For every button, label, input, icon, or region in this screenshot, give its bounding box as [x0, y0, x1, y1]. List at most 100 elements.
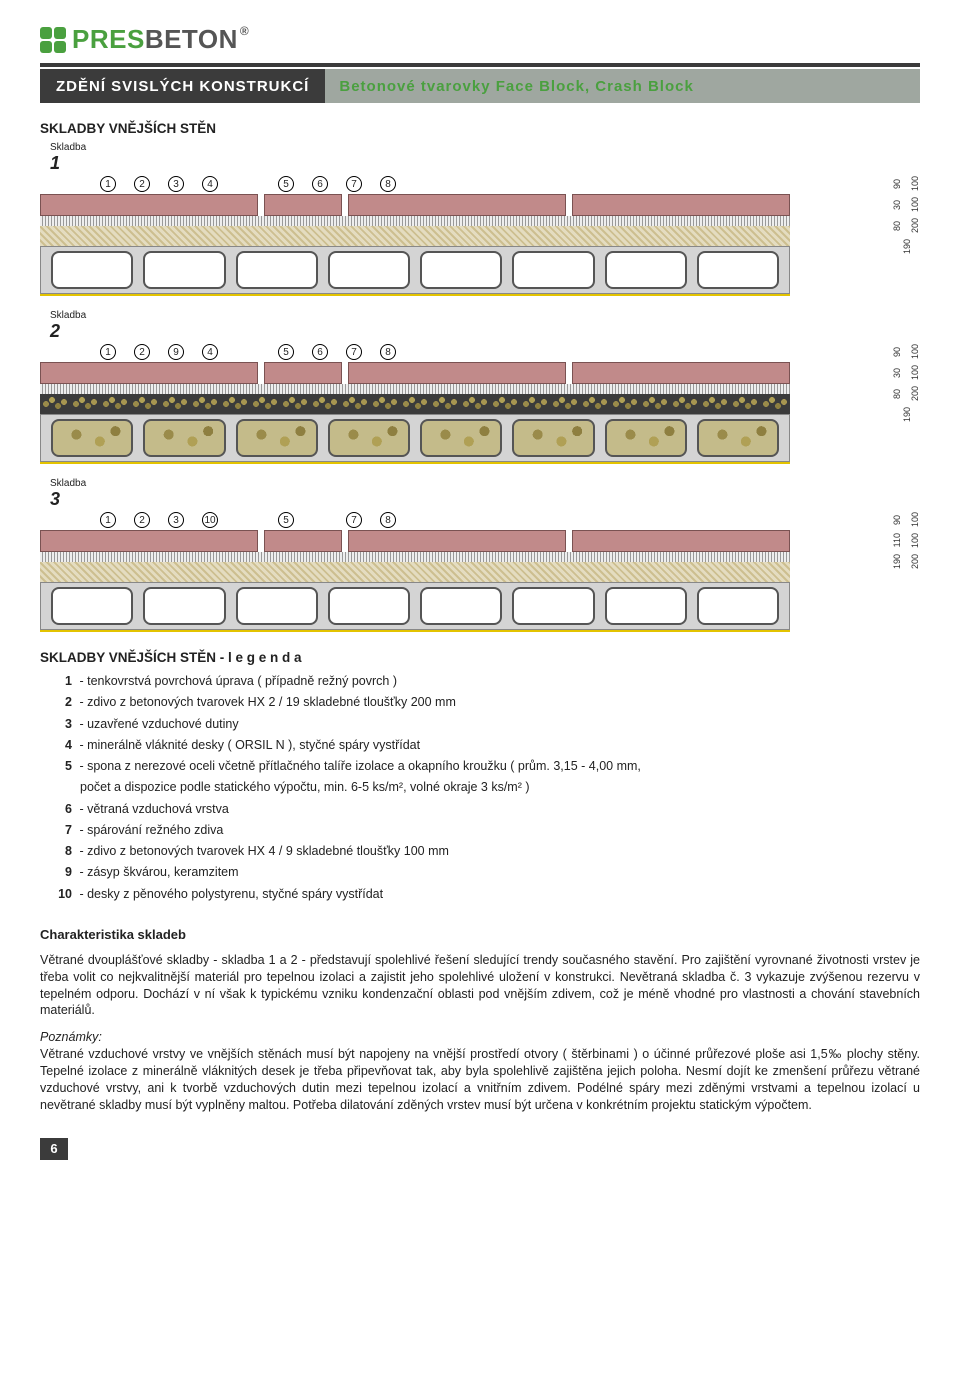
- dimension-column: 90100110100190200: [800, 512, 920, 632]
- legend-text: - větraná vzduchová vrstva: [76, 802, 229, 816]
- callout: 5: [278, 512, 294, 528]
- callout: 8: [380, 512, 396, 528]
- diagram-layer: [40, 246, 790, 294]
- title-bar: ZDĚNÍ SVISLÝCH KONSTRUKCÍ Betonové tvaro…: [40, 69, 920, 103]
- diagram-drawing: 1 2 9 4 5 6 7 8: [40, 344, 790, 464]
- diagram: Skladba112345678901003010080200190: [40, 142, 920, 296]
- callout: 4: [202, 344, 218, 360]
- callout: 9: [168, 344, 184, 360]
- dim-value: 200: [910, 554, 920, 569]
- callout: 3: [168, 176, 184, 192]
- notes-para: Větrané vzduchové vrstvy ve vnějších stě…: [40, 1047, 920, 1112]
- callout: 7: [346, 344, 362, 360]
- diagram-drawing: 12310578: [40, 512, 790, 632]
- callout: 10: [202, 512, 218, 528]
- page-number: 6: [40, 1138, 68, 1160]
- callout: 6: [312, 344, 328, 360]
- callout: 1: [100, 176, 116, 192]
- divider-bar: [40, 63, 920, 67]
- callouts-row: 1 2 9 4 5 6 7 8: [40, 344, 790, 362]
- diagram-label: Skladba: [50, 478, 86, 489]
- title-left: ZDĚNÍ SVISLÝCH KONSTRUKCÍ: [40, 69, 325, 103]
- legend-text: - zdivo z betonových tvarovek HX 4 / 9 s…: [76, 844, 449, 858]
- callout: 6: [312, 176, 328, 192]
- legend-num: 7: [50, 820, 72, 841]
- callout: 8: [380, 176, 396, 192]
- callout: 3: [168, 512, 184, 528]
- diagram-layer: [40, 562, 790, 582]
- legend-num: 8: [50, 841, 72, 862]
- legend-num: 2: [50, 692, 72, 713]
- callout: 1: [100, 512, 116, 528]
- diagram-label: Skladba: [50, 142, 86, 153]
- dim-value: 190: [892, 554, 902, 569]
- legend-num: 4: [50, 735, 72, 756]
- legend-item: 5 - spona z nerezové oceli včetně přítla…: [50, 756, 920, 777]
- legend-text: - desky z pěnového polystyrenu, styčné s…: [76, 887, 383, 901]
- logo-icon: [40, 27, 66, 53]
- diagram: Skladba31231057890100110100190200: [40, 478, 920, 632]
- legend-text: - uzavřené vzduchové dutiny: [76, 717, 239, 731]
- callout: 2: [134, 344, 150, 360]
- diagram-layer: [40, 216, 790, 226]
- characteristics-para: Větrané dvouplášťové skladby - skladba 1…: [40, 952, 920, 1020]
- dim-value: 100: [910, 344, 920, 359]
- legend-text: - zásyp škvárou, keramzitem: [76, 865, 239, 879]
- callout: 4: [202, 176, 218, 192]
- dim-value: 30: [892, 200, 902, 210]
- dim-value: 90: [892, 179, 902, 189]
- diagram-layer: [40, 530, 790, 552]
- logo-text: PRESBETON®: [72, 24, 249, 55]
- dim-value: 190: [902, 239, 912, 254]
- callout: 7: [346, 176, 362, 192]
- diagram-layer: [40, 414, 790, 462]
- dim-value: 100: [910, 512, 920, 527]
- callout: [312, 512, 328, 528]
- dimension-column: 901003010080200190: [800, 344, 920, 464]
- diagram-layer: [40, 462, 790, 464]
- dim-value: 190: [902, 407, 912, 422]
- logo-reg: ®: [240, 24, 249, 38]
- characteristics-title: Charakteristika skladeb: [40, 927, 920, 942]
- diagram-layer: [40, 194, 790, 216]
- diagram: Skladba212945678901003010080200190: [40, 310, 920, 464]
- callouts-row: 12345678: [40, 176, 790, 194]
- callout: 1: [100, 344, 116, 360]
- legend-num: 5: [50, 756, 72, 777]
- legend-list: 1 - tenkovrstvá povrchová úprava ( přípa…: [40, 671, 920, 905]
- legend-num: 1: [50, 671, 72, 692]
- dim-value: 110: [892, 533, 902, 547]
- section-title-walls: SKLADBY VNĚJŠÍCH STĚN: [40, 121, 920, 136]
- legend-item: 4 - minerálně vláknité desky ( ORSIL N )…: [50, 735, 920, 756]
- legend-item: 6 - větraná vzduchová vrstva: [50, 799, 920, 820]
- diagram-layer: [40, 384, 790, 394]
- callout: 8: [380, 344, 396, 360]
- legend-item: 3 - uzavřené vzduchové dutiny: [50, 714, 920, 735]
- diagram-layer: [40, 394, 790, 414]
- logo-pres: PRES: [72, 24, 145, 54]
- legend-num: 6: [50, 799, 72, 820]
- diagram-number: 2: [50, 321, 86, 342]
- legend-item: 2 - zdivo z betonových tvarovek HX 2 / 1…: [50, 692, 920, 713]
- diagram-drawing: 12345678: [40, 176, 790, 296]
- legend-item: 1 - tenkovrstvá povrchová úprava ( přípa…: [50, 671, 920, 692]
- dim-value: 200: [910, 386, 920, 401]
- legend-item: 9 - zásyp škvárou, keramzitem: [50, 862, 920, 883]
- callout: 7: [346, 512, 362, 528]
- legend-num: 10: [50, 884, 72, 905]
- dim-value: 100: [910, 176, 920, 191]
- callout: 5: [278, 344, 294, 360]
- logo-beton: BETON: [145, 24, 238, 54]
- callout: 2: [134, 176, 150, 192]
- legend-text: - tenkovrstvá povrchová úprava ( případn…: [76, 674, 397, 688]
- title-right: Betonové tvarovky Face Block, Crash Bloc…: [339, 78, 920, 95]
- notes-title: Poznámky:: [40, 1030, 102, 1044]
- legend-title: SKLADBY VNĚJŠÍCH STĚN - l e g e n d a: [40, 650, 920, 665]
- legend-text: - spona z nerezové oceli včetně přítlačn…: [76, 759, 641, 773]
- page-footer: 6: [40, 1138, 920, 1160]
- dim-value: 100: [910, 197, 920, 212]
- legend-item: 8 - zdivo z betonových tvarovek HX 4 / 9…: [50, 841, 920, 862]
- callouts-row: 12310578: [40, 512, 790, 530]
- dim-value: 200: [910, 218, 920, 233]
- legend-item: počet a dispozice podle statického výpoč…: [50, 777, 920, 798]
